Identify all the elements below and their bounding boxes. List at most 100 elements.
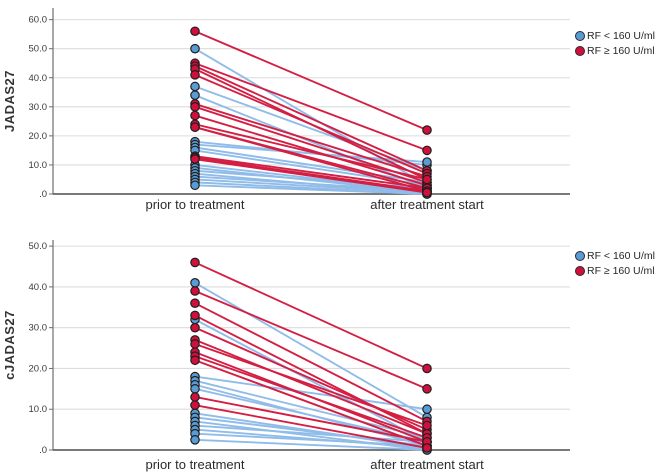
- data-point: [422, 157, 432, 167]
- patient-trajectory-line: [194, 62, 428, 152]
- patient-trajectory-line: [194, 314, 428, 435]
- legend-item-rf-high: RF ≥ 160 U/ml: [575, 43, 669, 58]
- patient-trajectory-line: [194, 290, 428, 390]
- data-point: [190, 278, 200, 288]
- data-point: [190, 339, 200, 349]
- y-tick-label: 60.0: [29, 15, 48, 26]
- patient-trajectory-line: [194, 114, 428, 187]
- patient-trajectory-line: [194, 102, 428, 178]
- data-point: [190, 355, 200, 366]
- x-category-after-top: after treatment start: [370, 197, 484, 212]
- patient-trajectory-line: [194, 175, 428, 193]
- patient-trajectory-line: [194, 281, 428, 419]
- data-point: [190, 310, 200, 321]
- legend-bottom-chart: RF < 160 U/ml RF ≥ 160 U/ml: [575, 248, 669, 278]
- patient-trajectory-line: [194, 302, 428, 423]
- y-tick-label: 40.0: [29, 282, 48, 293]
- patient-trajectory-line: [194, 123, 428, 181]
- data-point: [422, 145, 432, 156]
- x-category-prior-bottom: prior to treatment: [145, 457, 245, 472]
- data-point: [190, 392, 200, 402]
- x-category-prior-top: prior to treatment: [145, 197, 245, 212]
- patient-trajectory-line: [194, 412, 428, 449]
- patient-trajectory-line: [194, 30, 428, 132]
- patient-trajectory-line: [194, 158, 428, 194]
- data-point: [190, 81, 200, 92]
- data-point: [190, 122, 200, 132]
- data-point: [422, 174, 432, 185]
- patient-trajectory-line: [194, 178, 428, 194]
- data-point: [190, 286, 200, 296]
- legend-label-rf-low: RF < 160 U/ml: [587, 29, 655, 42]
- legend-label-rf-high: RF ≥ 160 U/ml: [587, 44, 655, 57]
- legend-label-rf-high: RF ≥ 160 U/ml: [587, 264, 655, 277]
- patient-trajectory-line: [194, 146, 428, 184]
- data-point: [422, 187, 432, 198]
- patient-trajectory-line: [194, 155, 428, 190]
- y-axis-label-cjadas27: cJADAS27: [2, 310, 17, 380]
- data-point: [190, 435, 200, 445]
- patient-trajectory-line: [194, 375, 428, 411]
- data-point: [190, 180, 200, 191]
- legend-marker-blue-icon: [575, 250, 585, 261]
- y-tick-label: 10.0: [29, 160, 48, 171]
- y-tick-label: .0: [39, 445, 47, 456]
- y-tick-label: .0: [39, 189, 47, 200]
- patient-trajectory-line: [194, 338, 428, 435]
- patient-trajectory-line: [194, 156, 428, 193]
- data-point: [422, 125, 432, 135]
- y-axis-label-jadas27: JADAS27: [2, 69, 17, 133]
- patient-trajectory-line: [194, 326, 428, 431]
- legend-item-rf-low: RF < 160 U/ml: [575, 28, 669, 43]
- data-point: [422, 404, 432, 415]
- legend-marker-blue-icon: [575, 30, 585, 41]
- legend-marker-red-icon: [575, 45, 585, 56]
- legend-label-rf-low: RF < 160 U/ml: [587, 249, 655, 262]
- patient-trajectory-line: [194, 359, 428, 447]
- patient-trajectory-line: [194, 126, 428, 193]
- patient-trajectory-line: [194, 73, 428, 175]
- data-point: [190, 257, 200, 268]
- y-tick-label: 10.0: [29, 404, 48, 415]
- patient-trajectory-line: [194, 143, 428, 163]
- patient-trajectory-line: [194, 65, 428, 172]
- patient-trajectory-line: [194, 379, 428, 439]
- patient-trajectory-line: [194, 184, 428, 195]
- data-point: [422, 420, 432, 431]
- y-tick-label: 40.0: [29, 73, 48, 84]
- patient-trajectory-line: [194, 343, 428, 427]
- patient-trajectory-line: [194, 404, 428, 449]
- x-category-after-bottom: after treatment start: [370, 457, 484, 472]
- legend-top-chart: RF < 160 U/ml RF ≥ 160 U/ml: [575, 28, 669, 58]
- patient-trajectory-line: [194, 355, 428, 439]
- y-tick-label: 20.0: [29, 131, 48, 142]
- data-point: [190, 110, 200, 121]
- y-tick-label: 50.0: [29, 44, 48, 55]
- y-tick-label: 20.0: [29, 363, 48, 374]
- data-point: [422, 443, 432, 453]
- data-point: [190, 26, 200, 37]
- legend-marker-red-icon: [575, 265, 585, 276]
- data-point: [422, 384, 432, 394]
- data-point: [190, 322, 200, 333]
- data-point: [190, 384, 200, 394]
- legend-item-rf-high: RF ≥ 160 U/ml: [575, 263, 669, 278]
- patient-trajectory-line: [194, 261, 428, 370]
- data-point: [190, 154, 200, 164]
- y-tick-label: 30.0: [29, 102, 48, 113]
- patient-trajectory-line: [194, 396, 428, 443]
- y-tick-label: 50.0: [29, 241, 48, 252]
- y-tick-label: 30.0: [29, 323, 48, 334]
- legend-item-rf-low: RF < 160 U/ml: [575, 248, 669, 263]
- data-point: [190, 90, 200, 100]
- patient-trajectory-line: [194, 318, 428, 443]
- patient-trajectory-line: [194, 432, 428, 447]
- data-point: [190, 43, 200, 54]
- data-point: [190, 102, 200, 112]
- patient-trajectory-line: [194, 428, 428, 449]
- data-point: [422, 363, 432, 374]
- patient-trajectory-line: [194, 387, 428, 443]
- data-point: [190, 70, 200, 80]
- data-point: [190, 298, 200, 309]
